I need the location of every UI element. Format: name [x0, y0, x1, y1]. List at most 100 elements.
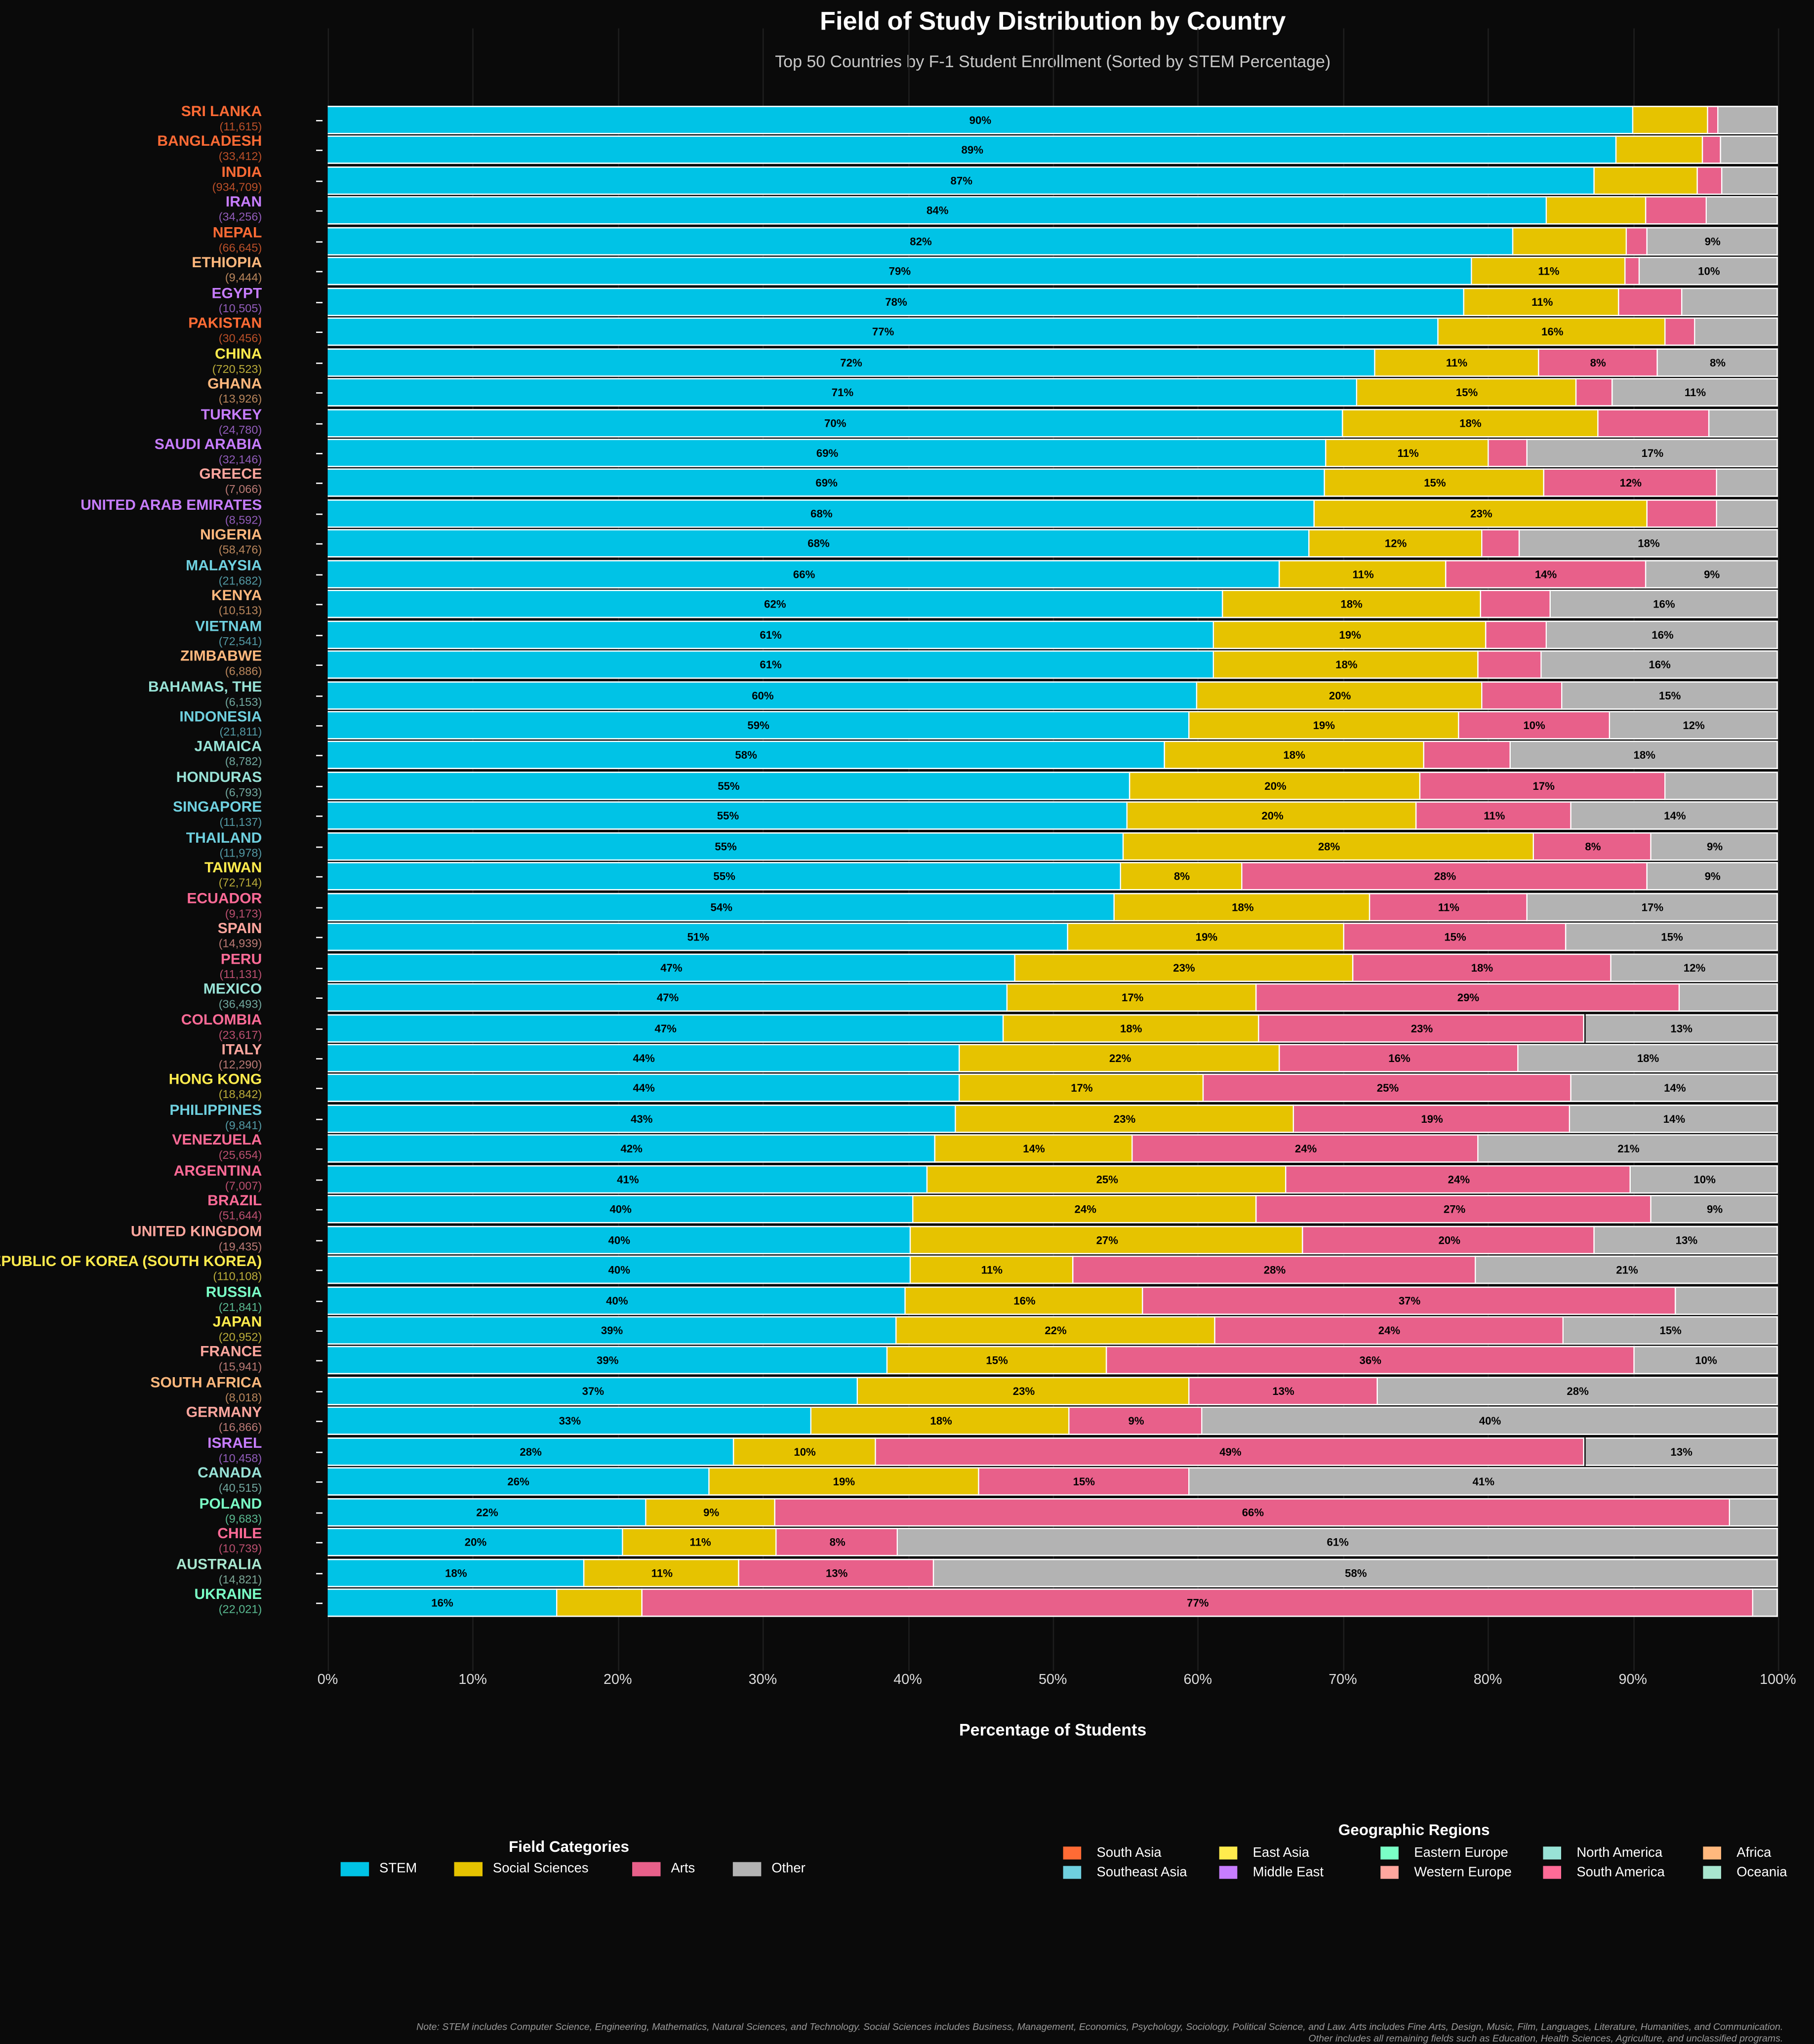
bar-value-label: 18%: [1633, 749, 1655, 762]
bar-value-label: 69%: [815, 476, 838, 490]
bar-row: 58% 18% 18%: [327, 741, 1778, 770]
bar-value-label: 72%: [840, 355, 862, 369]
footnote-line-2: Other includes all remaining fields such…: [1308, 2032, 1783, 2044]
bar-value-label: 18%: [930, 1415, 952, 1428]
bar-segment-stem: [327, 1588, 557, 1617]
bar-row: 66% 11% 14% 9%: [327, 560, 1778, 588]
bar-segment-social-sciences: [1327, 439, 1490, 467]
bar-value-label: 18%: [1471, 961, 1493, 974]
country-count: (6,153): [225, 695, 262, 708]
bar-segment-social-sciences: [913, 1195, 1257, 1224]
bar-segment-other: [1563, 1316, 1778, 1345]
bar-value-label: 11%: [1352, 567, 1374, 580]
country-label: TURKEY: [201, 407, 262, 423]
y-tick: [316, 1330, 323, 1332]
country-label: AUSTRALIA: [176, 1557, 262, 1573]
country-count: (32,146): [218, 452, 262, 466]
country-count: (16,866): [218, 1421, 262, 1434]
bar-segment-stem: [327, 802, 1129, 830]
bar-row: 22% 9% 66%: [327, 1498, 1778, 1526]
bar-row: 42% 14% 24% 21%: [327, 1135, 1778, 1163]
country-count: (21,811): [219, 725, 262, 738]
bar-value-label: 12%: [1683, 961, 1706, 974]
bar-value-label: 70%: [824, 416, 847, 429]
bar-value-label: 40%: [606, 1294, 628, 1307]
bar-segment-arts: [1070, 1407, 1203, 1435]
bar-segment-stem: [327, 1407, 812, 1435]
bar-segment-arts: [1132, 1135, 1479, 1163]
bar-segment-arts: [1576, 378, 1613, 407]
bar-segment-stem: [327, 862, 1121, 891]
bar-segment-stem: [327, 136, 1617, 164]
bar-segment-arts: [1544, 469, 1717, 497]
y-tick: [316, 664, 323, 666]
country-count: (12,290): [218, 1058, 262, 1071]
bar-value-label: 11%: [1684, 386, 1706, 399]
bar-segment-social-sciences: [1008, 983, 1257, 1012]
bar-segment-social-sciences: [1325, 469, 1545, 497]
legend-swatch: [732, 1861, 762, 1876]
bar-row: 90%: [327, 106, 1778, 134]
bar-segment-other: [1679, 983, 1778, 1012]
bar-segment-social-sciences: [1438, 318, 1666, 346]
bar-segment-other: [897, 1528, 1778, 1556]
country-count: (30,456): [218, 331, 262, 345]
y-tick: [316, 846, 323, 848]
x-tick-label: 100%: [1760, 1672, 1796, 1688]
bar-segment-social-sciences: [1015, 953, 1353, 981]
bar-value-label: 17%: [1641, 446, 1664, 459]
country-count: (72,541): [218, 634, 262, 648]
bar-segment-social-sciences: [935, 1135, 1133, 1163]
y-tick: [316, 937, 323, 939]
country-count: (66,645): [218, 241, 262, 254]
bar-row: 47% 23% 18% 12%: [327, 953, 1778, 981]
bar-value-label: 78%: [885, 295, 907, 308]
bar-row: 40% 16% 37%: [327, 1286, 1778, 1314]
bar-row: 77% 16%: [327, 318, 1778, 346]
bar-segment-other: [1476, 1256, 1778, 1284]
bar-value-label: 58%: [735, 749, 757, 762]
country-label: FRANCE: [200, 1345, 262, 1361]
bar-row: 28% 10% 49% 13%: [327, 1437, 1778, 1466]
bar-segment-arts: [1698, 166, 1723, 195]
region-legend-item: North America: [1543, 1845, 1662, 1861]
bar-segment-social-sciences: [1633, 106, 1708, 134]
bar-segment-arts: [1486, 620, 1547, 649]
bar-value-label: 16%: [431, 1596, 453, 1609]
bar-row: 55% 20% 17%: [327, 771, 1778, 800]
country-label: CHILE: [217, 1526, 262, 1543]
bar-segment-arts: [1280, 1044, 1519, 1072]
country-count: (11,131): [219, 967, 262, 981]
bar-value-label: 39%: [597, 1354, 619, 1367]
bar-segment-other: [1585, 1014, 1778, 1042]
country-count: (6,793): [225, 785, 262, 799]
bar-row: 41% 25% 24% 10%: [327, 1165, 1778, 1193]
bar-row: 59% 19% 10% 12%: [327, 711, 1778, 739]
country-label: ECUADOR: [187, 891, 262, 907]
country-count: (21,841): [218, 1300, 262, 1313]
bar-row: 39% 15% 36% 10%: [327, 1346, 1778, 1375]
bar-value-label: 9%: [1704, 234, 1721, 248]
bar-segment-arts: [1482, 681, 1562, 709]
bar-segment-stem: [327, 1165, 928, 1193]
bar-segment-stem: [327, 408, 1343, 437]
y-tick: [316, 513, 323, 515]
bar-segment-stem: [327, 287, 1465, 316]
country-label: NIGERIA: [200, 528, 262, 544]
country-label: PERU: [220, 951, 262, 968]
region-swatch: [1380, 1846, 1399, 1860]
bar-value-label: 77%: [872, 325, 894, 338]
bar-segment-social-sciences: [623, 1528, 777, 1556]
bar-segment-other: [1189, 1467, 1778, 1496]
country-count: (9,683): [225, 1512, 262, 1525]
bar-segment-arts: [739, 1558, 934, 1587]
bar-row: 54% 18% 11% 17%: [327, 892, 1778, 921]
country-label: SAUDI ARABIA: [154, 437, 262, 453]
bar-row: 60% 20% 15%: [327, 681, 1778, 709]
region-label: Western Europe: [1414, 1864, 1512, 1880]
bar-segment-other: [1572, 1074, 1778, 1103]
y-tick: [316, 1602, 323, 1604]
bar-value-label: 23%: [1173, 961, 1195, 974]
bar-segment-other: [1479, 1135, 1778, 1163]
bar-segment-other: [1646, 560, 1778, 588]
